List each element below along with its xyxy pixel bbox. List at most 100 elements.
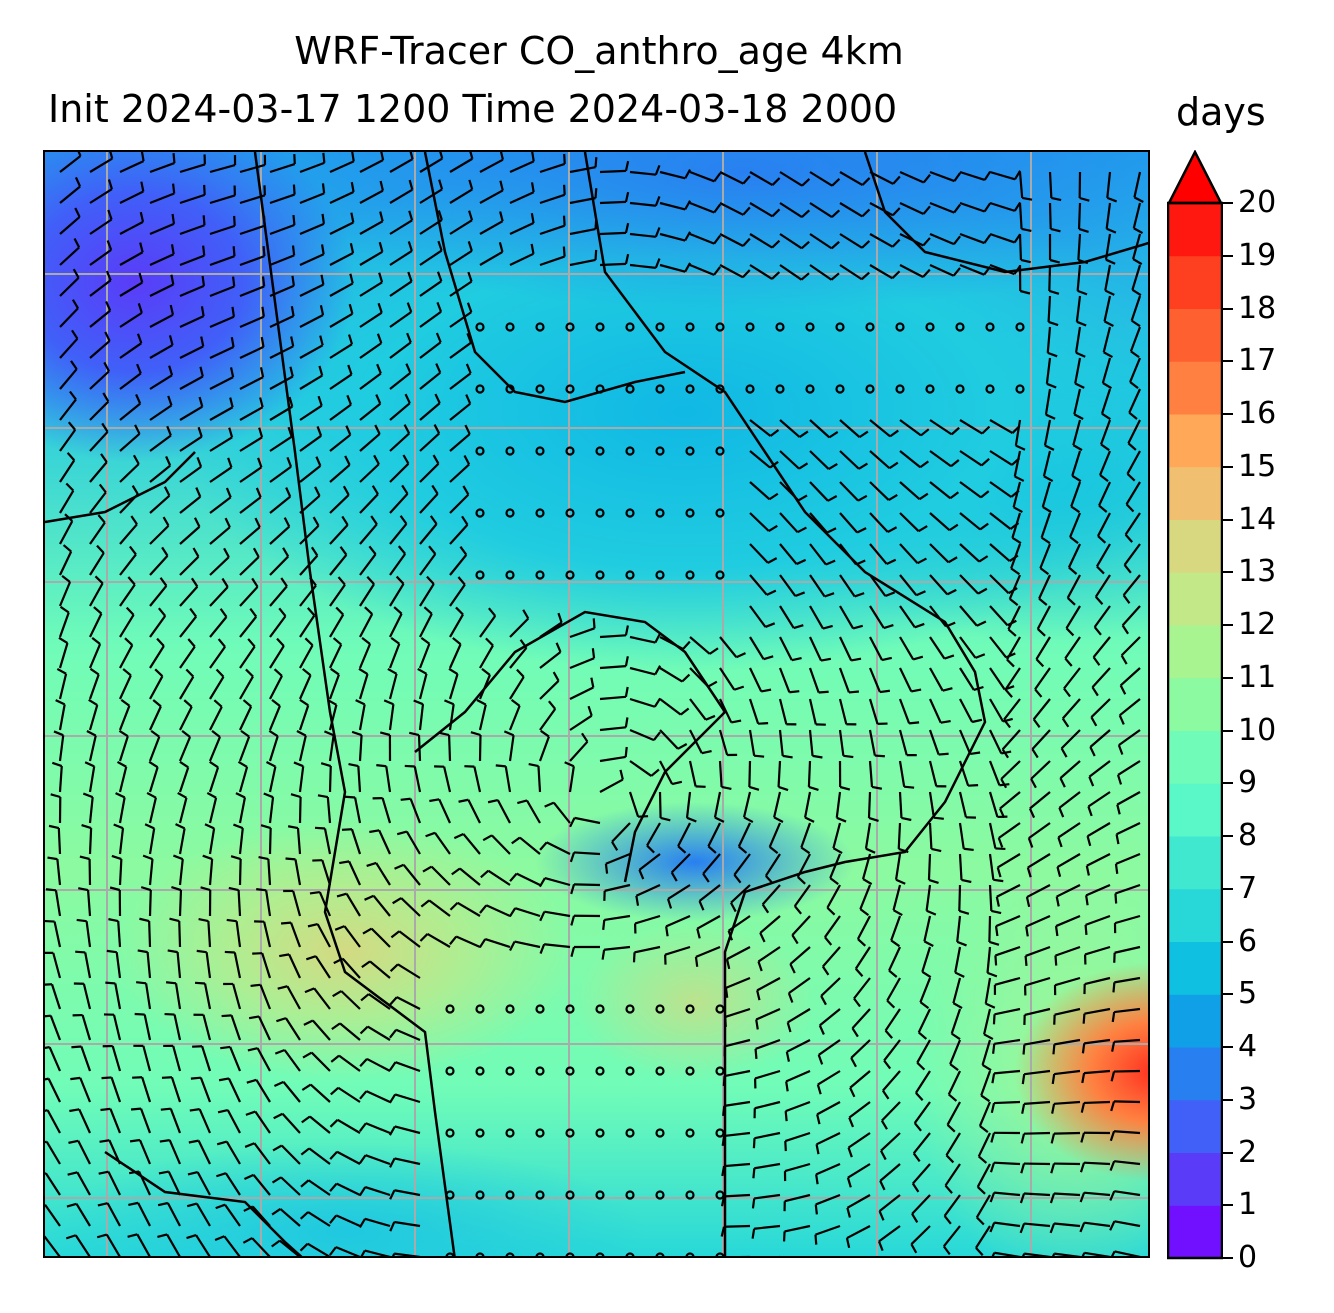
wind-barb — [546, 841, 571, 855]
coastline — [253, 152, 456, 1256]
wind-barb — [848, 1101, 871, 1119]
wind-barb-flag — [216, 1172, 227, 1178]
wind-barb — [784, 1162, 811, 1173]
wind-barb — [1035, 636, 1051, 660]
wind-barb-flag — [1117, 744, 1124, 755]
wind-barb — [1053, 1192, 1081, 1197]
wind-barb — [539, 621, 563, 638]
wind-barb — [509, 647, 528, 669]
calm-wind-circle — [595, 1252, 605, 1256]
wind-barb-flag — [1118, 714, 1125, 725]
calm-wind-circle — [625, 570, 635, 580]
wind-barb-flag — [759, 932, 766, 943]
calm-wind-circle — [535, 322, 545, 332]
wind-barb — [1024, 1069, 1051, 1076]
wind-barb-flag — [1129, 381, 1139, 389]
wind-barb-flag — [1090, 716, 1098, 727]
wind-barb-flag — [594, 249, 598, 261]
wind-barb — [816, 1101, 841, 1116]
wind-barb — [737, 822, 751, 847]
calm-wind-circle — [565, 322, 575, 332]
wind-barb — [749, 574, 768, 596]
colorbar-tick-label: 20 — [1238, 185, 1277, 220]
wind-barb — [108, 1139, 122, 1165]
wind-barb — [419, 310, 442, 328]
wind-barb — [998, 822, 1021, 839]
wind-barb — [59, 459, 76, 483]
wind-barb-flag — [670, 871, 678, 882]
wind-barb — [1119, 667, 1141, 687]
wind-barb — [707, 822, 721, 847]
wind-barb — [105, 1234, 121, 1256]
wind-barb — [839, 512, 858, 534]
wind-barb — [149, 464, 171, 483]
wind-barb — [689, 170, 715, 183]
wind-barb — [659, 201, 686, 211]
wind-barb-flag — [487, 798, 499, 804]
wind-barb-flag — [611, 841, 619, 851]
wind-barb — [388, 704, 395, 731]
wind-barb — [119, 523, 138, 545]
wind-barb — [365, 1090, 391, 1103]
wind-barb-flag — [159, 1139, 170, 1143]
wind-barb — [898, 729, 908, 756]
wind-barb-flag — [619, 769, 624, 780]
wind-barb-flag — [330, 667, 340, 676]
wind-barb-flag — [271, 699, 281, 707]
wind-barb-flag — [392, 897, 402, 905]
wind-barb — [817, 1070, 841, 1086]
wind-barb — [385, 766, 392, 793]
calm-wind-circle — [475, 570, 485, 580]
wind-barb — [1023, 1192, 1051, 1197]
wind-barb-flag — [314, 826, 326, 830]
wind-barb-flag — [406, 332, 412, 343]
wind-barb-flag — [50, 793, 61, 799]
wind-barb-flag — [528, 762, 539, 768]
colorbar-tick — [1223, 1204, 1233, 1207]
wind-barb-flag — [69, 390, 77, 401]
wind-barb — [329, 403, 352, 421]
wind-barb-flag — [129, 1138, 141, 1143]
wind-barb — [975, 1194, 991, 1218]
wind-barb-flag — [721, 1257, 724, 1258]
wind-barb — [455, 935, 481, 949]
wind-barb-flag — [944, 1184, 953, 1194]
wind-barb — [958, 760, 970, 787]
wind-barb — [119, 553, 137, 576]
wind-barb-flag — [852, 624, 864, 630]
wind-barb — [149, 555, 169, 576]
wind-barb — [696, 915, 721, 930]
wind-barb-flag — [64, 513, 74, 522]
wind-barb-flag — [452, 637, 462, 646]
wind-barb-flag — [280, 577, 288, 587]
wind-barb-flag — [463, 455, 471, 465]
calm-wind-circle — [715, 1252, 725, 1256]
wind-barb-flag — [101, 422, 109, 433]
wind-barb — [604, 914, 631, 922]
wind-barb — [894, 853, 902, 880]
wind-barb-flag — [351, 730, 362, 737]
wind-barb — [723, 1162, 751, 1168]
wind-barb — [389, 158, 414, 173]
wind-barb — [77, 1140, 91, 1165]
wind-barb-flag — [403, 424, 411, 434]
wind-barb-flag — [769, 429, 780, 437]
wind-barb — [308, 1147, 331, 1165]
wind-barb-flag — [170, 274, 175, 285]
wind-barb-flag — [379, 731, 391, 737]
wind-barb — [52, 952, 62, 979]
wind-barb — [1084, 1221, 1111, 1228]
wind-barb-flag — [604, 863, 609, 874]
map-plot-area — [43, 150, 1150, 1258]
wind-barb-flag — [134, 424, 141, 435]
wind-barb-flag — [77, 152, 82, 157]
wind-barb-flag — [787, 992, 794, 1003]
wind-barb — [829, 853, 842, 879]
wind-barb — [723, 1224, 751, 1228]
wind-barb-flag — [681, 673, 691, 683]
wind-barb-flag — [137, 303, 143, 314]
wind-barb-flag — [219, 608, 228, 618]
wind-barb — [166, 1233, 181, 1256]
wind-barb-flag — [1043, 475, 1054, 483]
wind-barb — [359, 433, 381, 452]
